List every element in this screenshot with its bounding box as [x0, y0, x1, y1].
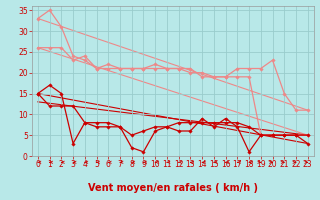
X-axis label: Vent moyen/en rafales ( km/h ): Vent moyen/en rafales ( km/h )	[88, 183, 258, 193]
